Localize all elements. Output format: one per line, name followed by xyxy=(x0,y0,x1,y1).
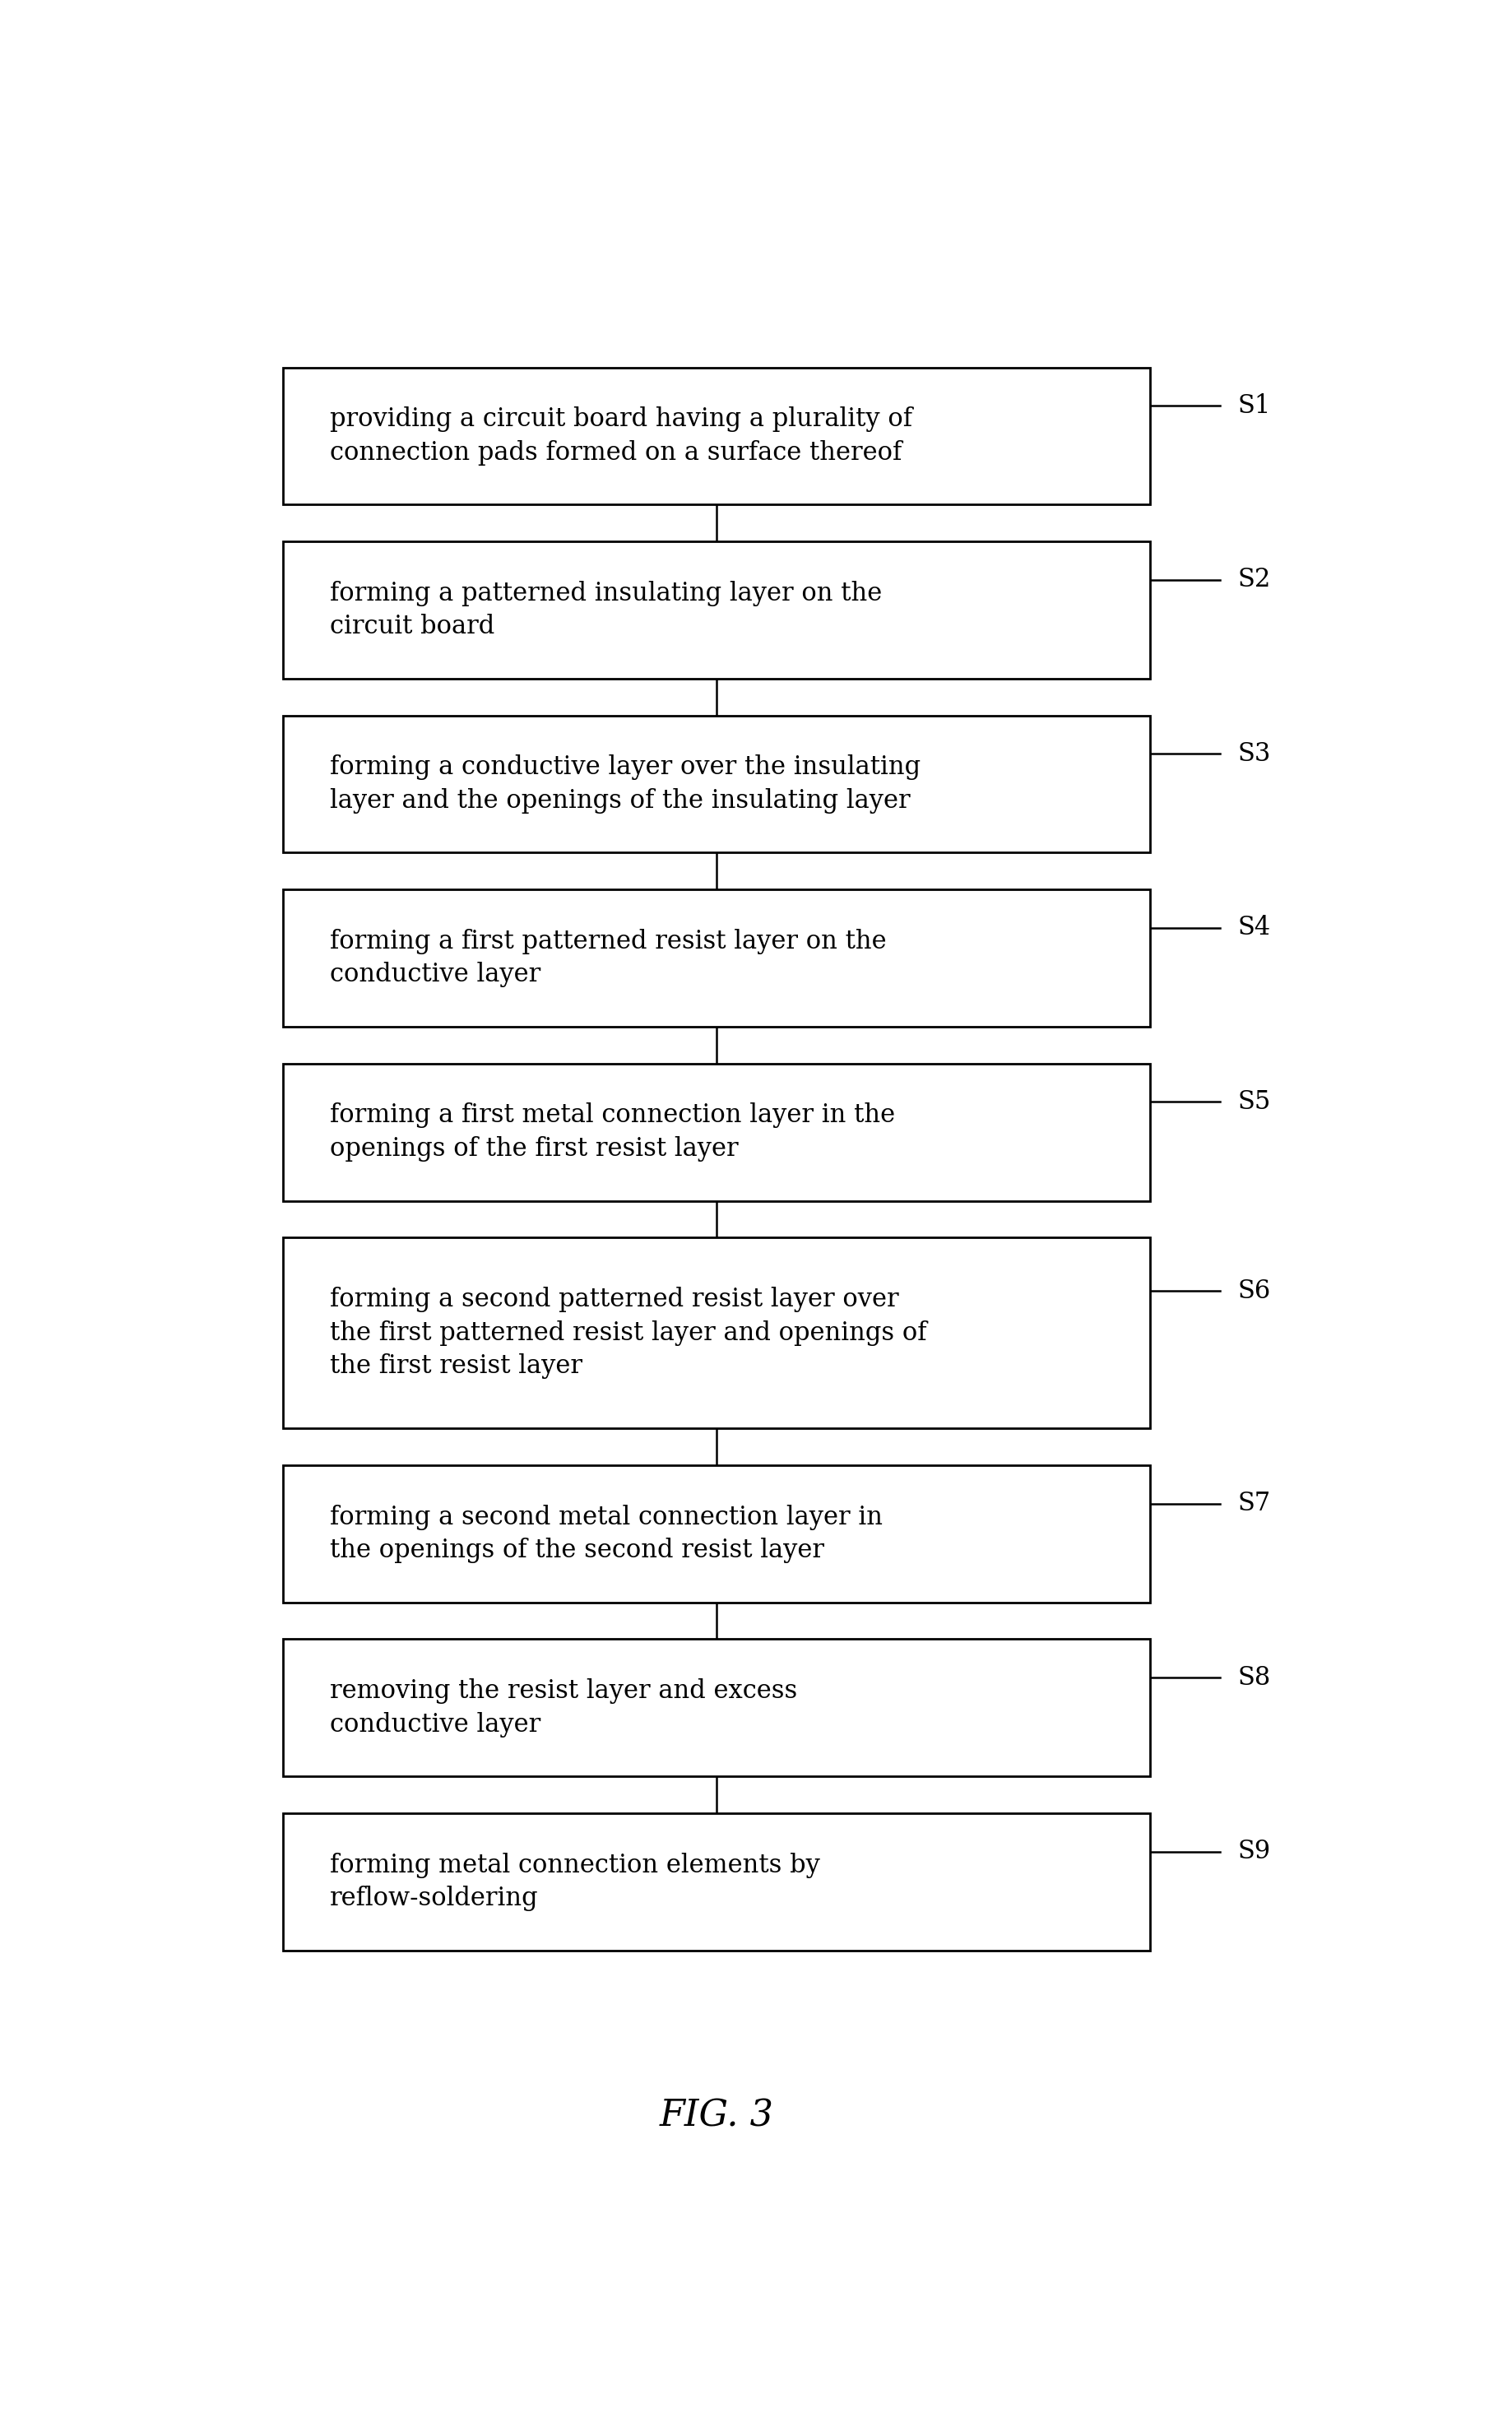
Text: forming a patterned insulating layer on the
circuit board: forming a patterned insulating layer on … xyxy=(330,580,881,641)
Text: S8: S8 xyxy=(1238,1664,1272,1691)
Text: forming a first patterned resist layer on the
conductive layer: forming a first patterned resist layer o… xyxy=(330,928,886,987)
FancyBboxPatch shape xyxy=(283,716,1149,853)
Text: removing the resist layer and excess
conductive layer: removing the resist layer and excess con… xyxy=(330,1678,797,1737)
Text: forming a second metal connection layer in
the openings of the second resist lay: forming a second metal connection layer … xyxy=(330,1505,883,1564)
FancyBboxPatch shape xyxy=(283,1812,1149,1951)
FancyBboxPatch shape xyxy=(283,1237,1149,1427)
Text: S9: S9 xyxy=(1238,1839,1270,1864)
Text: S4: S4 xyxy=(1238,916,1270,940)
FancyBboxPatch shape xyxy=(283,1065,1149,1201)
Text: providing a circuit board having a plurality of
connection pads formed on a surf: providing a circuit board having a plura… xyxy=(330,407,912,465)
Text: forming a second patterned resist layer over
the first patterned resist layer an: forming a second patterned resist layer … xyxy=(330,1286,927,1379)
FancyBboxPatch shape xyxy=(283,541,1149,680)
Text: forming a conductive layer over the insulating
layer and the openings of the ins: forming a conductive layer over the insu… xyxy=(330,755,921,814)
Text: FIG. 3: FIG. 3 xyxy=(659,2097,774,2134)
Text: forming a first metal connection layer in the
openings of the first resist layer: forming a first metal connection layer i… xyxy=(330,1104,895,1162)
Text: S3: S3 xyxy=(1238,741,1272,767)
FancyBboxPatch shape xyxy=(283,1464,1149,1603)
Text: forming metal connection elements by
reflow-soldering: forming metal connection elements by ref… xyxy=(330,1851,820,1912)
Text: S7: S7 xyxy=(1238,1491,1272,1515)
Text: S2: S2 xyxy=(1238,568,1272,592)
FancyBboxPatch shape xyxy=(283,1639,1149,1776)
Text: S6: S6 xyxy=(1238,1279,1272,1303)
FancyBboxPatch shape xyxy=(283,368,1149,504)
Text: S5: S5 xyxy=(1238,1089,1272,1116)
Text: S1: S1 xyxy=(1238,392,1272,419)
FancyBboxPatch shape xyxy=(283,889,1149,1026)
